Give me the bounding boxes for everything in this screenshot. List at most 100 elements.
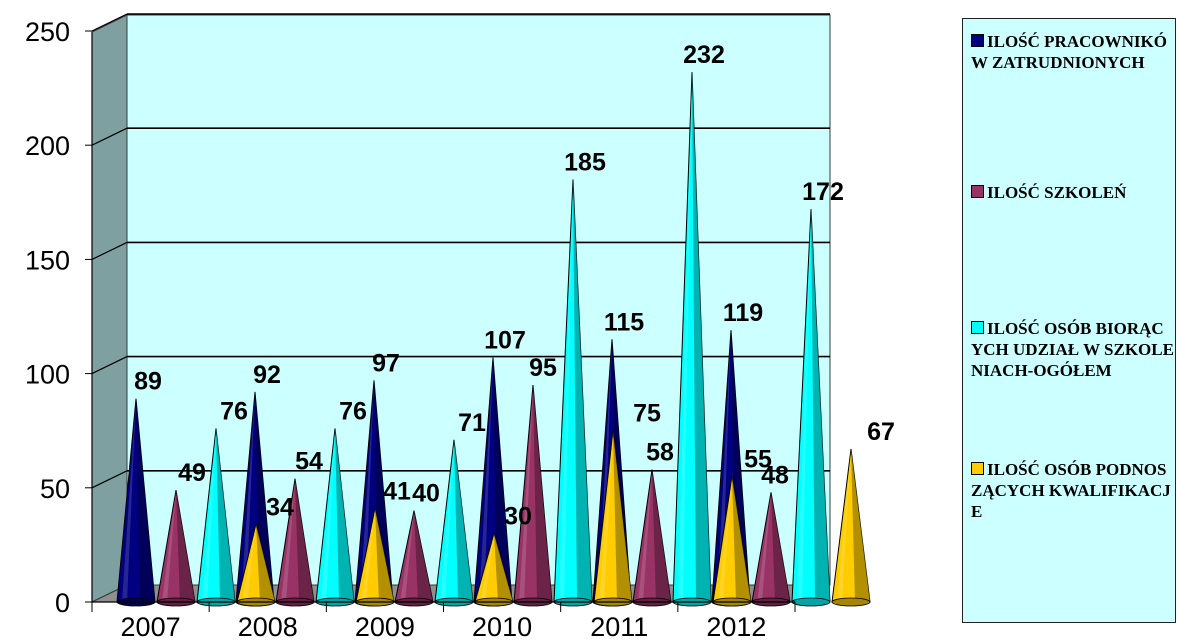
cone-shade xyxy=(732,476,751,602)
cone-highlight xyxy=(757,492,771,602)
legend-label: ILOŚĆ OSÓB PODNOSZĄCYCH KWALIFIKACJE xyxy=(971,460,1171,521)
axes: 0 50 100 150 200 250 2007 2008 2009 2010 2011 2012 xyxy=(25,17,796,642)
x-tick-label: 2008 xyxy=(238,612,298,642)
data-label: 48 xyxy=(761,461,789,489)
cone-highlight xyxy=(480,533,494,602)
x-tick-label: 2011 xyxy=(590,612,648,642)
cone-shade xyxy=(375,508,394,602)
data-label: 115 xyxy=(604,308,644,336)
data-label: 172 xyxy=(802,178,844,206)
legend-swatch xyxy=(971,321,984,334)
y-tick-label: 0 xyxy=(55,588,70,618)
data-label: 185 xyxy=(564,148,606,176)
cone-shade xyxy=(136,398,155,602)
cone xyxy=(394,510,434,607)
cone-highlight xyxy=(440,439,454,602)
cone-highlight xyxy=(559,179,573,602)
cone-highlight xyxy=(718,476,732,602)
cone xyxy=(315,428,355,607)
cone-highlight xyxy=(122,398,136,602)
data-label: 34 xyxy=(266,493,294,521)
data-label: 232 xyxy=(683,41,725,69)
cone-highlight xyxy=(281,478,295,602)
chart-marks xyxy=(116,72,871,607)
cone xyxy=(672,72,712,607)
cone-highlight xyxy=(361,508,375,602)
cone-highlight xyxy=(202,428,216,602)
cone-highlight xyxy=(400,510,414,602)
cone-shade xyxy=(454,439,473,602)
cone-shade xyxy=(216,428,235,602)
cone xyxy=(831,448,871,607)
cone-highlight xyxy=(599,430,613,602)
data-label: 107 xyxy=(484,327,526,355)
y-tick-label: 150 xyxy=(25,245,70,275)
cone xyxy=(791,209,831,607)
legend-item-qualifications: ILOŚĆ OSÓB PODNOSZĄCYCH KWALIFIKACJE xyxy=(971,459,1175,522)
gridline-side xyxy=(91,127,128,146)
data-label: 95 xyxy=(529,354,557,382)
cone xyxy=(712,476,752,607)
legend-item-trainings: ILOŚĆ SZKOLEŃ xyxy=(971,182,1175,203)
data-label: 40 xyxy=(412,480,440,508)
cone xyxy=(513,384,553,607)
data-label: 76 xyxy=(220,397,248,425)
cone-shade xyxy=(533,385,552,602)
cone-shade xyxy=(811,209,830,603)
x-tick-label: 2010 xyxy=(472,612,532,642)
cone-highlight xyxy=(241,391,255,602)
cone-shade xyxy=(176,490,195,602)
cone-shade xyxy=(771,492,790,602)
data-label: 41 xyxy=(383,477,411,505)
cone-highlight xyxy=(678,72,692,602)
cone-highlight xyxy=(162,490,176,602)
data-labels: 89 92 97 107 115 119 49 54 40 95 58 48 76 76 71 185 232 1… xyxy=(134,41,895,530)
cone-highlight xyxy=(837,448,851,602)
data-label: 119 xyxy=(723,299,763,327)
cone-shade xyxy=(493,357,512,602)
x-tick-label: 2009 xyxy=(355,612,415,642)
gridlines xyxy=(91,13,830,489)
y-tick-label: 200 xyxy=(25,131,70,161)
x-tick-label: 2007 xyxy=(121,612,181,642)
data-label: 89 xyxy=(134,368,162,396)
cone-highlight xyxy=(797,209,811,603)
data-label: 92 xyxy=(253,361,281,389)
cone-shade xyxy=(692,72,711,602)
y-tick-label: 250 xyxy=(25,17,70,47)
cone-highlight xyxy=(479,357,493,602)
cone-base xyxy=(831,597,871,607)
legend-label: ILOŚĆ PRACOWNIKÓW ZATRUDNIONYCH xyxy=(971,32,1167,72)
legend-label: ILOŚĆ SZKOLEŃ xyxy=(987,183,1127,202)
data-label: 71 xyxy=(458,409,486,437)
data-label: 67 xyxy=(867,418,895,446)
cone-highlight xyxy=(519,385,533,602)
cone-highlight xyxy=(717,330,731,602)
cone xyxy=(632,469,672,607)
cone-shade xyxy=(851,448,870,602)
data-label: 97 xyxy=(372,349,400,377)
y-tick-label: 100 xyxy=(25,360,70,390)
cone-shade xyxy=(256,524,275,602)
data-label: 58 xyxy=(646,439,674,467)
cone xyxy=(196,428,236,607)
cone-highlight xyxy=(638,469,652,602)
cone-shade xyxy=(335,428,354,602)
cone-shade xyxy=(295,478,314,602)
data-label: 76 xyxy=(339,397,367,425)
cone-shade xyxy=(494,533,513,602)
back-wall xyxy=(126,14,831,586)
gridline-side xyxy=(91,356,128,375)
cone-base xyxy=(791,597,831,607)
cone xyxy=(751,492,791,607)
cone-shade xyxy=(652,469,671,602)
legend-swatch xyxy=(971,185,984,198)
cone xyxy=(116,398,156,607)
cone-highlight xyxy=(360,380,374,602)
x-tick-label: 2012 xyxy=(706,612,766,642)
cone xyxy=(434,439,474,607)
gridline-side xyxy=(91,241,128,260)
legend-label: ILOŚĆ OSÓB BIORĄCYCH UDZIAŁ W SZKOLENIAC… xyxy=(971,319,1174,380)
data-label: 54 xyxy=(295,448,323,476)
data-label: 75 xyxy=(633,400,661,428)
